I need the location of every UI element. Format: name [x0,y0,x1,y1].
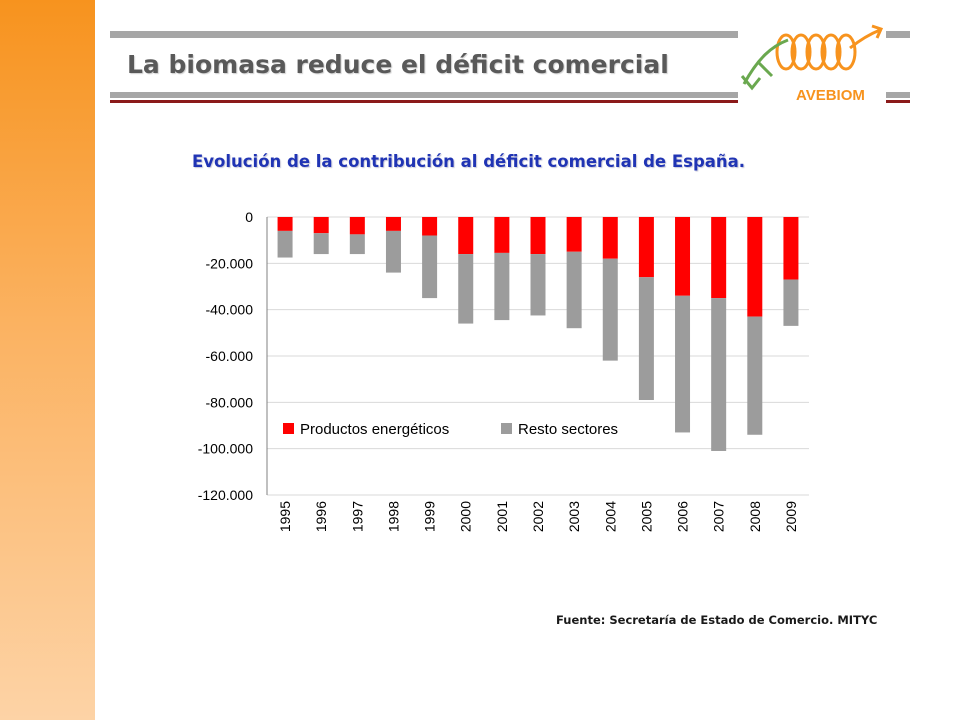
bar-productos-energéticos-2002 [530,217,546,255]
bar-productos-energéticos-1997 [349,217,365,235]
header-accent-rule [110,100,910,103]
x-tick-label: 2009 [783,501,799,532]
legend-swatch [501,423,512,434]
x-tick-label: 1995 [277,501,293,532]
x-tick-label: 2008 [747,501,763,532]
bar-productos-energéticos-2001 [494,217,510,253]
x-tick-label: 1998 [385,501,401,532]
bar-resto-sectores-2007 [711,298,727,451]
logo-text: AVEBIOM [796,87,865,104]
bar-resto-sectores-2008 [747,316,763,435]
y-tick-label: -80.000 [206,394,254,410]
y-tick-label: -60.000 [206,348,254,364]
y-tick-label: -40.000 [206,302,254,318]
bar-resto-sectores-2009 [783,279,799,326]
slide-title: La biomasa reduce el déficit comercial [127,50,669,79]
avebiom-logo: AVEBIOM [738,18,886,110]
sidebar-band [0,0,95,720]
bar-resto-sectores-2006 [675,295,691,433]
bar-resto-sectores-2005 [638,277,654,401]
bar-productos-energéticos-2006 [675,217,691,296]
bar-productos-energéticos-2005 [638,217,654,278]
bar-productos-energéticos-2007 [711,217,727,299]
x-tick-label: 2005 [638,501,654,532]
bar-resto-sectores-1996 [313,233,329,255]
bar-resto-sectores-2004 [602,258,618,361]
bar-resto-sectores-2000 [458,254,474,324]
bar-productos-energéticos-2000 [458,217,474,255]
bar-productos-energéticos-2003 [566,217,582,252]
bar-productos-energéticos-1996 [313,217,329,234]
x-tick-label: 1996 [313,501,329,532]
bar-productos-energéticos-2004 [602,217,618,259]
source-note: Fuente: Secretaría de Estado de Comercio… [556,613,878,627]
bar-resto-sectores-1997 [349,234,365,255]
bar-productos-energéticos-1998 [385,217,401,231]
bar-productos-energéticos-1995 [277,217,293,231]
deficit-chart: 0 -20.000 -40.000 -60.000 -80.000 -100.000 -12… [175,205,818,555]
bar-productos-energéticos-2009 [783,217,799,280]
bar-resto-sectores-1998 [385,230,401,273]
y-tick-label: -100.000 [198,441,253,457]
y-tick-label: -120.000 [198,487,253,503]
x-tick-label: 2007 [711,501,727,532]
x-tick-label: 1999 [422,501,438,532]
legend-label: Productos energéticos [300,421,449,438]
x-tick-label: 1997 [349,501,365,532]
x-tick-label: 2006 [675,501,691,532]
legend-label: Resto sectores [518,421,618,438]
x-tick-label: 2002 [530,501,546,532]
x-tick-label: 2000 [458,501,474,532]
header-bottom-rule [110,92,910,98]
header-top-rule [110,31,910,38]
y-tick-label: 0 [245,209,253,225]
x-tick-label: 2004 [602,501,618,532]
chart-frame: 0 -20.000 -40.000 -60.000 -80.000 -100.000 -12… [175,205,818,555]
bar-resto-sectores-2001 [494,252,510,321]
x-tick-label: 2001 [494,501,510,532]
x-tick-label: 2003 [566,501,582,532]
bar-resto-sectores-2002 [530,254,546,316]
chart-title: Evolución de la contribución al déficit … [192,152,746,171]
legend-swatch [283,423,294,434]
bar-resto-sectores-1999 [422,235,438,299]
bar-resto-sectores-1995 [277,230,293,258]
bar-productos-energéticos-1999 [422,217,438,236]
bar-productos-energéticos-2008 [747,217,763,317]
bar-resto-sectores-2003 [566,251,582,329]
y-tick-label: -20.000 [206,255,254,271]
